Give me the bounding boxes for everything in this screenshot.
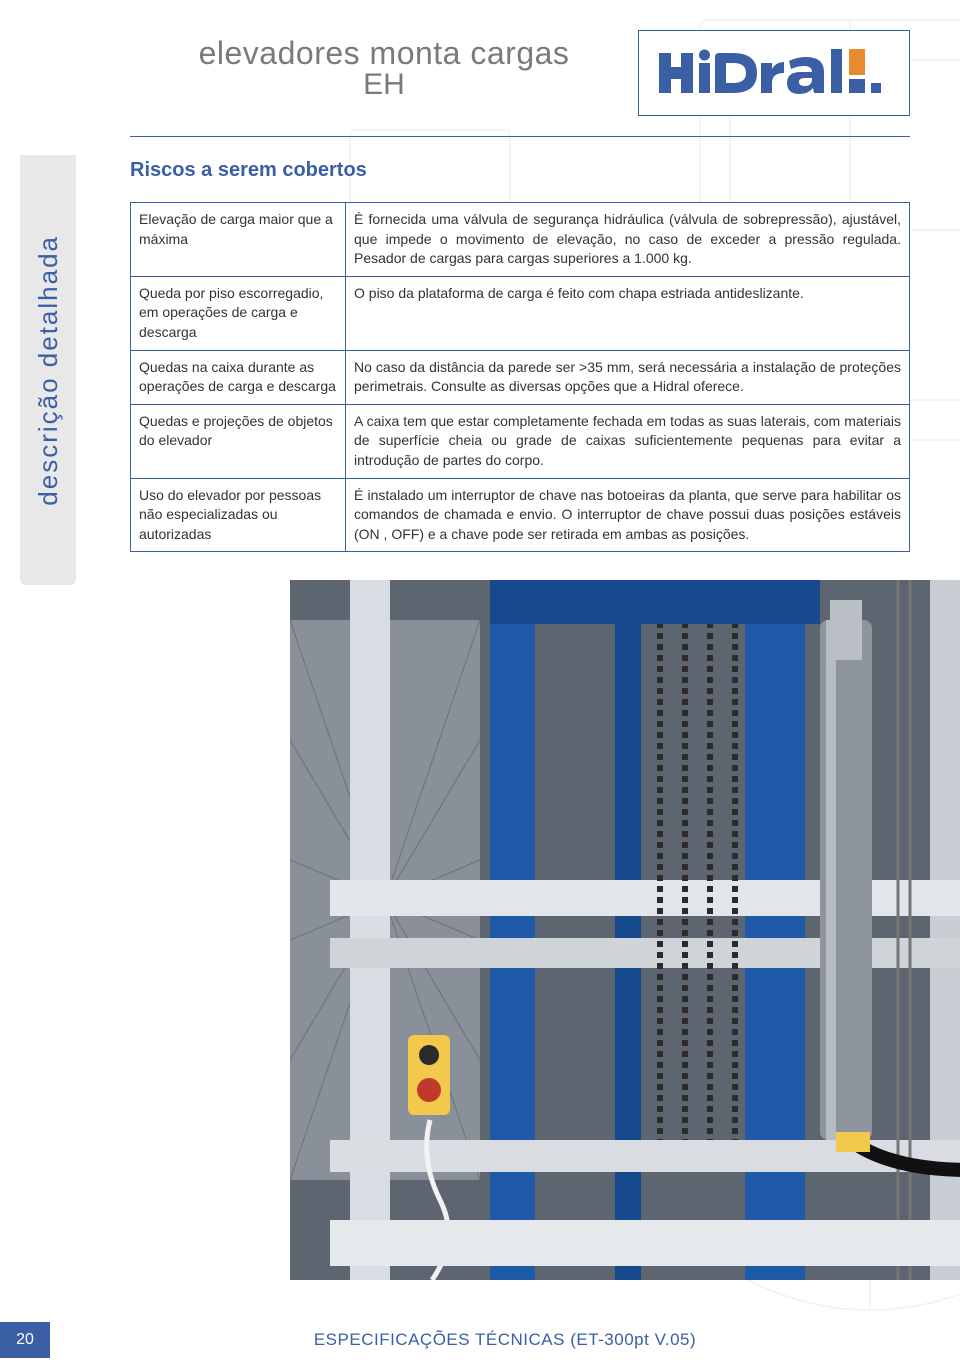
risk-cell-right: No caso da distância da parede ser >35 m… [346,350,910,404]
risk-cell-right: O piso da plataforma de carga é feito co… [346,276,910,350]
brand-logo-box [638,30,910,116]
risk-cell-left: Quedas e projeções de objetos do elevado… [131,404,346,478]
product-photo [290,580,960,1280]
risk-cell-right: A caixa tem que estar completamente fech… [346,404,910,478]
footer-text: ESPECIFICAÇÕES TÉCNICAS (ET-300pt V.05) [50,1330,960,1350]
doc-title-line2: EH [130,68,638,102]
page-container: elevadores monta cargas EH [0,0,960,1358]
page-footer: 20 ESPECIFICAÇÕES TÉCNICAS (ET-300pt V.0… [0,1322,960,1358]
page-number: 20 [0,1322,50,1358]
title-block: elevadores monta cargas EH [130,30,638,102]
table-row: Queda por piso escorregadio, em operaçõe… [131,276,910,350]
hidral-logo [659,45,889,101]
table-row: Quedas e projeções de objetos do elevado… [131,404,910,478]
table-row: Uso do elevador por pessoas não especial… [131,478,910,552]
risk-cell-right: É instalado um interruptor de chave nas … [346,478,910,552]
risk-cell-left: Quedas na caixa durante as operações de … [131,350,346,404]
table-row: Quedas na caixa durante as operações de … [131,350,910,404]
risk-cell-left: Uso do elevador por pessoas não especial… [131,478,346,552]
side-tab-label: descrição detalhada [33,235,64,506]
section-title: Riscos a serem cobertos [130,159,910,182]
doc-title-line1: elevadores monta cargas [130,35,638,72]
side-tab: descrição detalhada [20,155,76,585]
content-area: Riscos a serem cobertos Elevação de carg… [130,159,910,1280]
risk-cell-right: É fornecida uma válvula de segurança hid… [346,203,910,277]
risk-cell-left: Elevação de carga maior que a máxima [131,203,346,277]
table-row: Elevação de carga maior que a máximaÉ fo… [131,203,910,277]
risk-table: Elevação de carga maior que a máximaÉ fo… [130,202,910,552]
header-rule [130,136,910,137]
risk-cell-left: Queda por piso escorregadio, em operaçõe… [131,276,346,350]
page-header: elevadores monta cargas EH [130,30,910,116]
